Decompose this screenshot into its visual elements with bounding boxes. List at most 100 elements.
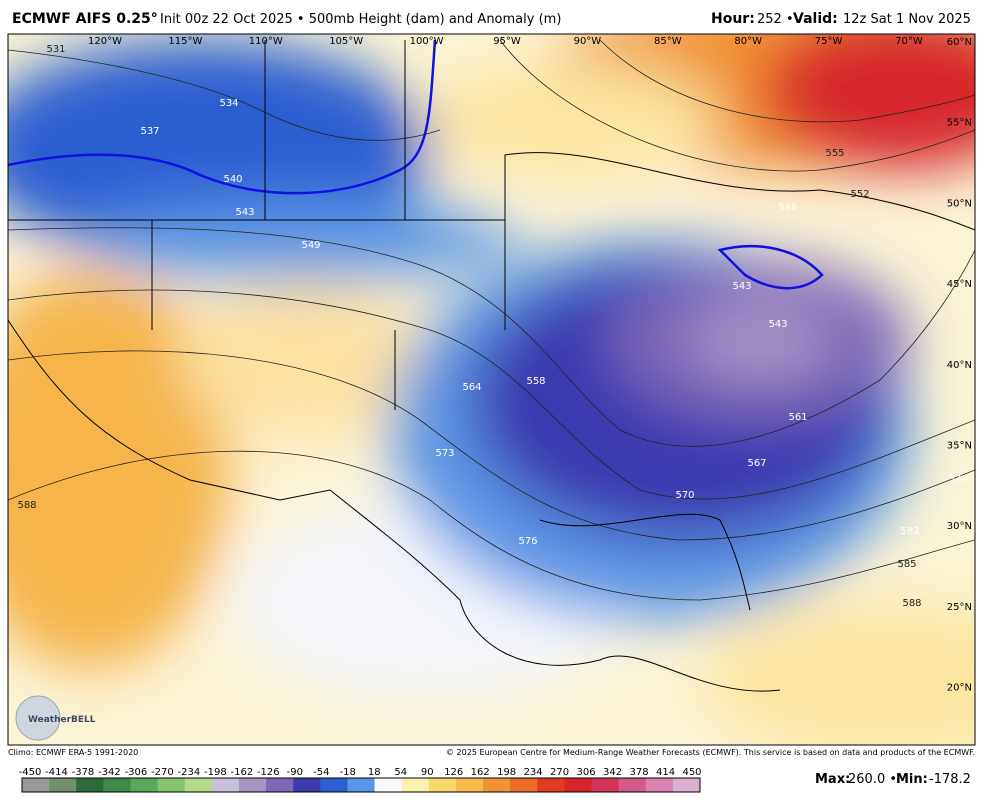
colorbar-swatch (320, 778, 348, 792)
borders (8, 40, 975, 692)
colorbar-tick-label: 342 (603, 767, 622, 778)
colorbar-swatch (428, 778, 457, 792)
map-frame (7, 33, 976, 746)
contour-label: 552 (850, 189, 869, 200)
longitude-label: 100°W (410, 36, 444, 47)
colorbar-tick-label: -342 (98, 767, 121, 778)
longitude-label: 120°W (88, 36, 122, 47)
colorbar-tick-label: 162 (471, 767, 490, 778)
hour: 252 • (757, 12, 794, 27)
latitude-label: 45°N (947, 279, 972, 290)
longitude-label: 90°W (574, 36, 602, 47)
logo: WeatherBELL (15, 695, 96, 741)
colorbar-tick-label: 198 (497, 767, 516, 778)
min-label: Min: (896, 772, 928, 787)
contour-label: 588 (902, 598, 921, 609)
colorbar-swatch (157, 778, 186, 792)
longitude-label: 95°W (493, 36, 521, 47)
climo: Climo: ECMWF ERA-5 1991-2020 (8, 748, 138, 757)
latitude-label: 60°N (947, 37, 972, 48)
colorbar-swatch (22, 778, 50, 792)
colorbar-tick-label: -270 (151, 767, 174, 778)
colorbar-tick-label: -306 (125, 767, 148, 778)
copyright: © 2025 European Centre for Medium-Range … (446, 748, 975, 757)
contours (8, 39, 975, 601)
contour-label: 585 (897, 559, 916, 570)
colorbar-tick-label: -234 (178, 767, 201, 778)
contour-label: 555 (825, 148, 844, 159)
contour-label: 543 (768, 319, 787, 330)
logo-mark (15, 695, 61, 741)
contour-label: 582 (900, 526, 919, 537)
contour-label: 570 (675, 490, 694, 501)
longitude-label: 105°W (329, 36, 363, 47)
colorbar-tick-label: 306 (577, 767, 596, 778)
colorbar-tick-label: 54 (394, 767, 407, 778)
longitude-label: 80°W (734, 36, 762, 47)
colorbar-tick-label: 126 (444, 767, 463, 778)
contour-label: 588 (17, 500, 36, 511)
colorbar-swatch (76, 778, 104, 792)
colorbar-swatch (103, 778, 131, 792)
logo-text: WeatherBELL (28, 715, 96, 725)
max-label: Max: (815, 772, 850, 787)
latitude-label: 25°N (947, 602, 972, 613)
colorbar-tick-label: 270 (550, 767, 569, 778)
colorbar-swatch (293, 778, 321, 792)
contour-label: 531 (46, 44, 65, 55)
longitude-label: 85°W (654, 36, 682, 47)
contour-label: 537 (140, 126, 159, 137)
contour-label: 579 (948, 474, 967, 485)
colorbar-swatch (130, 778, 159, 792)
latitude-label: 40°N (947, 360, 972, 371)
colorbar-tick-label: -414 (45, 767, 68, 778)
colorbar-swatch (591, 778, 620, 792)
colorbar-swatch (455, 778, 484, 792)
contour-label: 546 (778, 202, 797, 213)
colorbar-tick-label: 378 (629, 767, 648, 778)
colorbar-tick-label: -198 (204, 767, 227, 778)
colorbar-tick-label: -126 (257, 767, 280, 778)
valid-label: Valid: (793, 11, 838, 27)
contour-label: 543 (235, 207, 254, 218)
title: ECMWF AIFS 0.25° (12, 11, 158, 27)
contour-label: 534 (219, 98, 238, 109)
colorbar-tick-label: 450 (682, 767, 701, 778)
latitude-label: 50°N (947, 198, 972, 209)
colorbar-tick-label: 90 (421, 767, 434, 778)
colorbar-swatch (672, 778, 701, 792)
contour-label: 561 (788, 412, 807, 423)
max: 260.0 • (848, 772, 897, 787)
anomaly-shading (8, 34, 975, 745)
contour-label: 567 (747, 458, 766, 469)
colorbar-swatch (374, 778, 403, 792)
colorbar-tick-label: 18 (368, 767, 381, 778)
latitude-label: 55°N (947, 118, 972, 129)
colorbar-swatch (483, 778, 511, 792)
latitude-label: 30°N (947, 521, 972, 532)
colorbar-swatch (266, 778, 294, 792)
longitude-label: 110°W (249, 36, 283, 47)
valid: 12z Sat 1 Nov 2025 (843, 12, 971, 27)
colorbar-swatch (211, 778, 240, 792)
colorbar-swatch (537, 778, 565, 792)
colorbar-tick-label: -90 (287, 767, 303, 778)
contour-540 (8, 39, 437, 195)
colorbar-tick-label: -54 (313, 767, 329, 778)
colorbar-swatch (510, 778, 538, 792)
contour-label: 549 (301, 240, 320, 251)
subtitle: Init 00z 22 Oct 2025 • 500mb Height (dam… (160, 12, 561, 27)
colorbar-frame (21, 777, 701, 793)
colorbar-swatch (618, 778, 647, 792)
contour-label: 576 (518, 536, 537, 547)
colorbar-swatch (347, 778, 376, 792)
hour-label: Hour: (711, 11, 755, 27)
contour-label: 540 (223, 174, 242, 185)
colorbar-swatch (564, 778, 593, 792)
contour-label: 543 (732, 281, 751, 292)
colorbar-tick-label: -18 (340, 767, 356, 778)
colorbar-swatch (238, 778, 267, 792)
map-field (8, 34, 975, 745)
